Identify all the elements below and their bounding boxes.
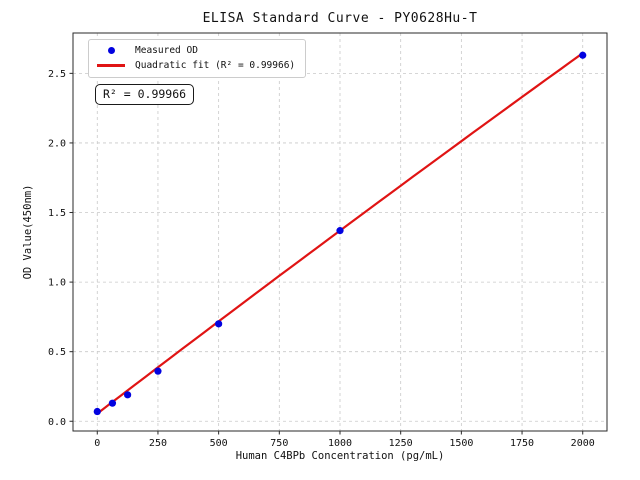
chart-title: ELISA Standard Curve - PY0628Hu-T (202, 11, 478, 26)
data-point (154, 367, 162, 375)
y-tick-label: 0.0 (48, 417, 66, 428)
data-point (124, 391, 132, 399)
data-point (215, 320, 223, 328)
x-tick-label: 500 (210, 438, 228, 449)
blue-dot-marker-icon (107, 47, 115, 54)
x-tick-label: 1750 (510, 438, 534, 449)
legend-swatch (96, 64, 126, 67)
legend-item-quadratic-fit: Quadratic fit (R² = 0.99966) (96, 60, 295, 71)
legend-label-quadratic-fit: Quadratic fit (R² = 0.99966) (135, 60, 296, 71)
y-tick-label: 0.5 (48, 347, 66, 358)
data-point (93, 407, 101, 416)
x-tick-label: 1250 (389, 438, 413, 449)
axes-spines (72, 32, 608, 432)
y-axis-label: OD Value(450nm) (22, 184, 34, 280)
x-axis-label: Human C4BPb Concentration (pg/mL) (235, 450, 445, 462)
data-point (579, 51, 587, 59)
x-tick-label: 1000 (328, 438, 352, 449)
x-tick-label: 2000 (571, 438, 595, 449)
y-tick-label: 1.5 (48, 208, 66, 219)
x-tick-label: 750 (270, 438, 288, 449)
data-point (336, 227, 344, 235)
y-tick-label: 2.0 (48, 138, 66, 149)
x-tick-label: 1500 (449, 438, 473, 449)
legend-item-measured-od: Measured OD (96, 45, 295, 56)
r-squared-annotation: R² = 0.99966 (95, 84, 195, 105)
data-point (108, 399, 117, 407)
y-tick-label: 1.0 (48, 278, 66, 289)
legend: Measured OD Quadratic fit (R² = 0.99966) (88, 39, 307, 78)
red-line-marker-icon (97, 64, 125, 67)
y-tick-label: 2.5 (48, 69, 66, 80)
legend-swatch (96, 47, 126, 54)
x-tick-label: 250 (149, 438, 167, 449)
legend-label-measured-od: Measured OD (135, 45, 198, 56)
x-tick-label: 0 (94, 438, 100, 449)
